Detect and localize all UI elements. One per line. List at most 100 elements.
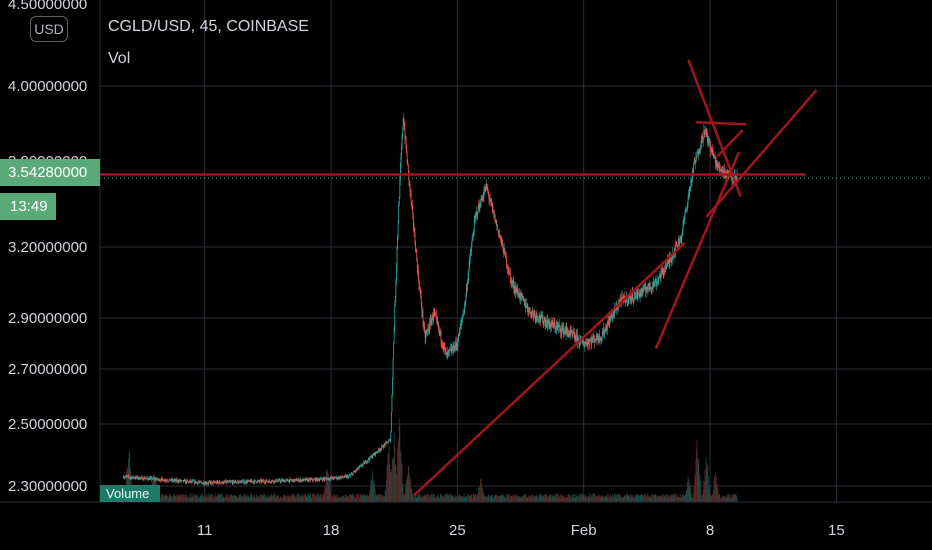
volume-bar bbox=[225, 496, 226, 502]
candle-body bbox=[598, 334, 600, 341]
candle-body bbox=[524, 303, 526, 306]
candle-body bbox=[508, 270, 510, 274]
time-tick-label: 18 bbox=[323, 522, 340, 539]
volume-bar bbox=[297, 493, 299, 502]
volume-bar bbox=[385, 480, 387, 502]
candle-body bbox=[219, 481, 221, 483]
volume-bar bbox=[714, 472, 716, 502]
volume-bar bbox=[445, 493, 446, 502]
volume-bar bbox=[618, 496, 620, 502]
candle-body bbox=[147, 478, 149, 480]
volume-bar bbox=[562, 496, 564, 502]
candle-body bbox=[266, 481, 268, 482]
volume-bar bbox=[467, 493, 468, 502]
volume-bar bbox=[564, 497, 565, 502]
volume-bar bbox=[163, 494, 164, 502]
candle-body bbox=[541, 315, 543, 319]
volume-bar bbox=[523, 494, 525, 502]
candle-body bbox=[465, 294, 467, 303]
candle-body bbox=[412, 214, 414, 226]
candle-body bbox=[503, 251, 504, 254]
candle-body bbox=[313, 479, 315, 480]
candle-body bbox=[637, 291, 639, 295]
volume-bar bbox=[700, 489, 702, 502]
candle-body bbox=[362, 464, 363, 466]
candle-body bbox=[460, 323, 462, 328]
candle-body bbox=[204, 483, 206, 485]
volume-bar bbox=[684, 494, 686, 502]
volume-bar bbox=[437, 498, 439, 502]
volume-bar bbox=[518, 496, 520, 502]
volume-bar bbox=[542, 495, 544, 502]
volume-bar bbox=[553, 496, 555, 502]
candle-body bbox=[640, 290, 642, 294]
volume-bar bbox=[275, 497, 277, 502]
candle-body bbox=[630, 296, 632, 301]
candle-body bbox=[654, 280, 656, 286]
volume-bar bbox=[548, 495, 550, 502]
volume-bar bbox=[676, 494, 678, 502]
candle-body bbox=[560, 331, 562, 333]
candle-body bbox=[384, 444, 386, 446]
volume-bar bbox=[449, 493, 450, 502]
volume-bar bbox=[484, 495, 485, 502]
candle-body bbox=[549, 323, 551, 328]
volume-bar bbox=[365, 495, 367, 502]
volume-bar bbox=[451, 496, 453, 502]
candle-body bbox=[612, 315, 613, 319]
candle-body bbox=[582, 341, 583, 342]
candle-body bbox=[570, 330, 572, 333]
candle-body bbox=[421, 310, 423, 312]
candle-body bbox=[474, 218, 476, 222]
candle-body bbox=[233, 480, 234, 482]
candle-body bbox=[498, 234, 500, 235]
volume-bar bbox=[450, 495, 452, 502]
candle-body bbox=[725, 171, 727, 174]
volume-bar bbox=[444, 498, 446, 502]
time-axis[interactable]: 11 18 25 Feb 8 15 bbox=[0, 501, 932, 550]
volume-bar bbox=[287, 494, 289, 502]
candle-body bbox=[702, 138, 704, 141]
candle-body bbox=[284, 480, 286, 482]
volume-bar bbox=[202, 495, 203, 502]
candle-body bbox=[335, 477, 336, 479]
volume-bar bbox=[261, 494, 263, 502]
volume-bar bbox=[573, 493, 574, 502]
volume-bar bbox=[653, 494, 655, 502]
volume-bar bbox=[433, 493, 435, 502]
volume-bar bbox=[674, 493, 676, 502]
volume-bar bbox=[606, 496, 608, 502]
candle-body bbox=[206, 483, 208, 485]
candle-body bbox=[588, 341, 590, 345]
candle-body bbox=[247, 480, 249, 482]
volume-bar bbox=[379, 495, 381, 502]
volume-bar bbox=[414, 496, 415, 502]
candle-body bbox=[261, 480, 263, 481]
volume-bar bbox=[659, 495, 661, 502]
trend-drawings[interactable] bbox=[100, 59, 932, 497]
candle-body bbox=[591, 337, 593, 342]
volume-bar bbox=[391, 469, 393, 502]
currency-button[interactable]: USD bbox=[30, 16, 68, 42]
volume-indicator-label[interactable]: Vol bbox=[108, 50, 131, 67]
volume-bar bbox=[663, 494, 665, 502]
volume-bar bbox=[161, 493, 163, 502]
candle-body bbox=[533, 312, 534, 316]
volume-bar bbox=[340, 497, 342, 502]
volume-bar bbox=[635, 496, 636, 502]
candle-body bbox=[274, 480, 276, 483]
candle-body bbox=[683, 220, 684, 226]
candle-body bbox=[600, 338, 601, 341]
candle-body bbox=[433, 311, 435, 318]
candle-body bbox=[208, 482, 210, 484]
volume-bar bbox=[620, 497, 622, 502]
candle-body bbox=[666, 261, 668, 266]
candle-body bbox=[242, 480, 244, 482]
candle-body bbox=[229, 481, 231, 483]
volume-bar bbox=[449, 494, 451, 502]
candle-body bbox=[337, 477, 339, 479]
candle-body bbox=[461, 319, 463, 322]
volume-bar bbox=[490, 494, 492, 502]
price-axis[interactable]: 2.300000002.500000002.700000002.90000000… bbox=[0, 0, 101, 550]
